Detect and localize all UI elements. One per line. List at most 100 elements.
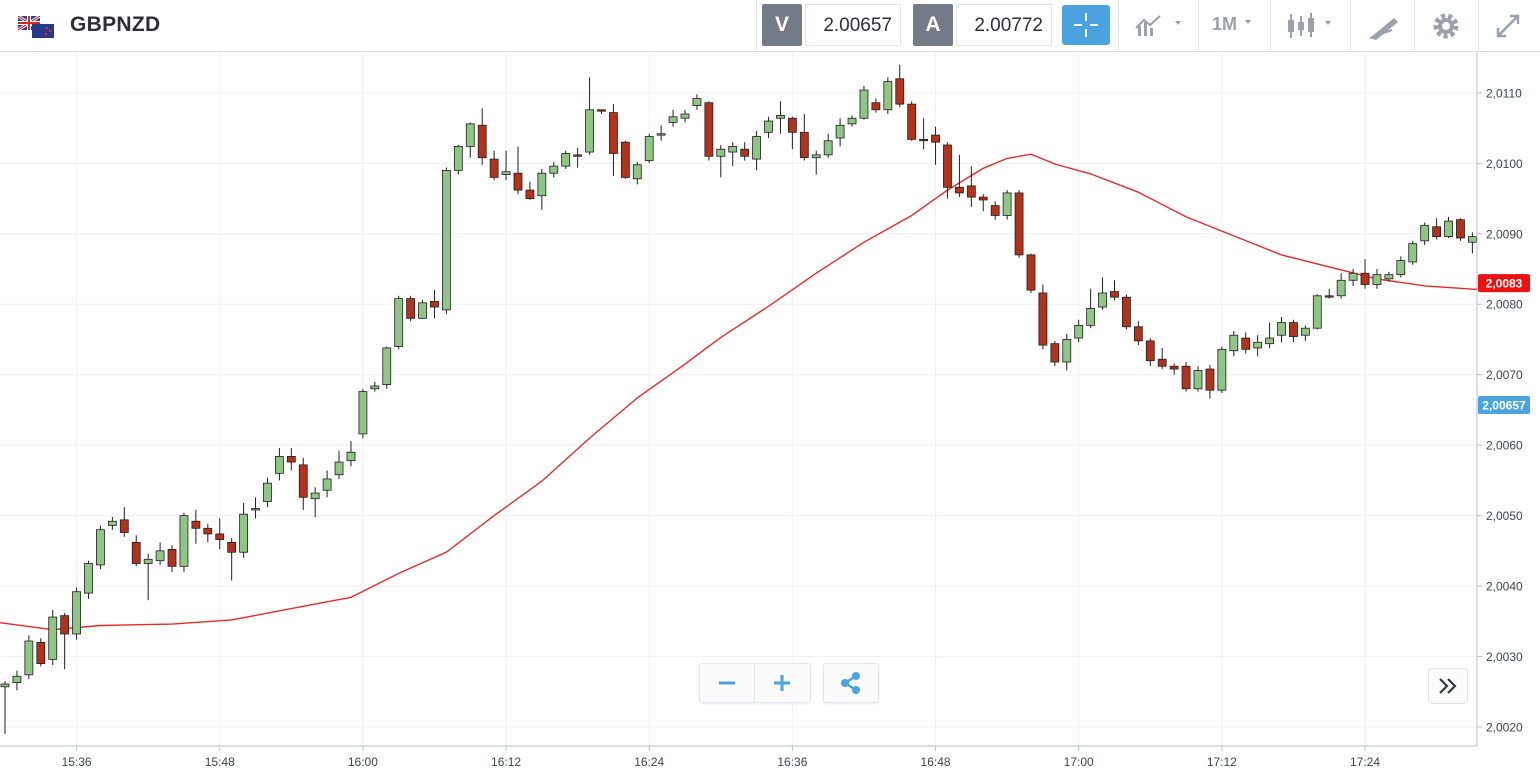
y-tick-label: 2,0040 [1486,580,1523,594]
toolbar-divider [756,0,757,52]
bid-price[interactable]: 2.00657 [805,4,901,46]
bid-price-label-bg [1478,395,1530,414]
candle-body [286,456,296,463]
bearish-candle [573,147,583,168]
candle-body [549,165,559,174]
bullish-candle [680,109,690,123]
bullish-candle [1074,319,1084,343]
candle-body [334,461,344,476]
share-button[interactable] [823,663,879,703]
bullish-candle [1217,346,1227,394]
candle-body [322,478,332,491]
candle-body [96,529,105,566]
candle-body [1265,337,1274,345]
zoom-in-button[interactable] [755,664,809,702]
candle-body [752,136,761,160]
ask-tag[interactable]: A [913,4,953,46]
drawing-tools-button[interactable] [1364,10,1404,42]
fullscreen-button[interactable] [1490,10,1526,42]
zoom-out-button[interactable] [700,664,754,702]
candle-body [1289,322,1298,338]
bearish-candle [943,142,952,199]
bullish-candle [453,145,463,175]
bearish-candle [1241,332,1251,354]
bearish-candle [477,108,487,165]
candle-body [418,302,427,319]
candle-body [274,456,284,474]
candle-body [191,520,201,529]
indicators-button[interactable] [1132,10,1192,42]
bullish-candle [501,150,511,181]
candle-body [764,120,773,133]
bullish-candle [12,670,22,691]
bullish-candle [1420,222,1430,246]
bullish-candle [48,610,58,665]
candle-body [1348,272,1358,281]
bearish-candle [597,109,606,115]
bullish-candle [1265,322,1274,348]
bullish-candle [1253,335,1263,357]
candle-body [1253,341,1263,349]
drawing-tools-icon [1369,18,1398,40]
candle-body [131,541,141,564]
bearish-candle [740,142,750,161]
candle-body [537,172,547,197]
bullish-candle [883,77,893,115]
bullish-candle [251,497,260,519]
candle-body [12,675,22,683]
toolbar-divider [1270,0,1271,52]
candle-body [656,133,666,136]
bullish-candle [1348,269,1358,286]
candle-body [561,153,571,167]
bid-price-label-text: 2,00657 [1482,398,1526,412]
bearish-candle [525,181,535,200]
candle-body [1086,308,1096,326]
candle-body [680,113,690,119]
bullish-candle [632,161,642,185]
candle-body [382,347,392,385]
bullish-candle [394,295,404,350]
timeframe-label[interactable]: 1M [1212,14,1238,34]
ask-price[interactable]: 2.00772 [956,4,1052,46]
candle-body [60,615,70,635]
bullish-candle [644,133,654,164]
x-tick-label: 17:12 [1207,755,1237,769]
candle-body [1241,337,1251,350]
bearish-candle [60,612,70,670]
candle-body [1002,192,1012,216]
candle-body [0,683,10,688]
bearish-candle [131,535,141,567]
bearish-candle [167,545,177,572]
candle-body [36,642,46,664]
bullish-candle [835,118,845,147]
scroll-right-button[interactable] [1428,668,1468,704]
candle-body [1122,296,1131,328]
bearish-candle [191,509,201,544]
candle-body [477,124,487,159]
bullish-candle [656,125,666,141]
x-tick-label: 16:24 [634,755,664,769]
bullish-candle [1408,240,1418,265]
candle-body [1157,358,1167,367]
crosshair-button[interactable] [1062,5,1110,45]
candle-body [119,519,129,533]
candle-body [453,146,463,171]
bullish-candle [752,130,761,171]
bearish-candle [1181,362,1191,392]
bearish-candle [1169,363,1179,375]
bearish-candle [119,507,129,537]
bid-tag[interactable]: V [762,4,802,46]
toolbar-divider [1478,0,1479,52]
candle-body [943,144,952,188]
bullish-candle [274,447,284,481]
bearish-candle [1133,321,1143,346]
bullish-candle [1229,331,1239,357]
bearish-candle [298,457,308,510]
candle-body [155,550,165,562]
price-chart[interactable]: 2,0110 2,0100 2,0090 2,0080 2,0070 2,0060 2,00… [0,52,1540,780]
settings-button[interactable] [1428,10,1464,42]
chevron-down-icon[interactable] [1244,18,1258,28]
chart-type-button[interactable] [1282,10,1342,42]
bullish-candle [1277,316,1286,343]
candle-body [24,640,34,676]
